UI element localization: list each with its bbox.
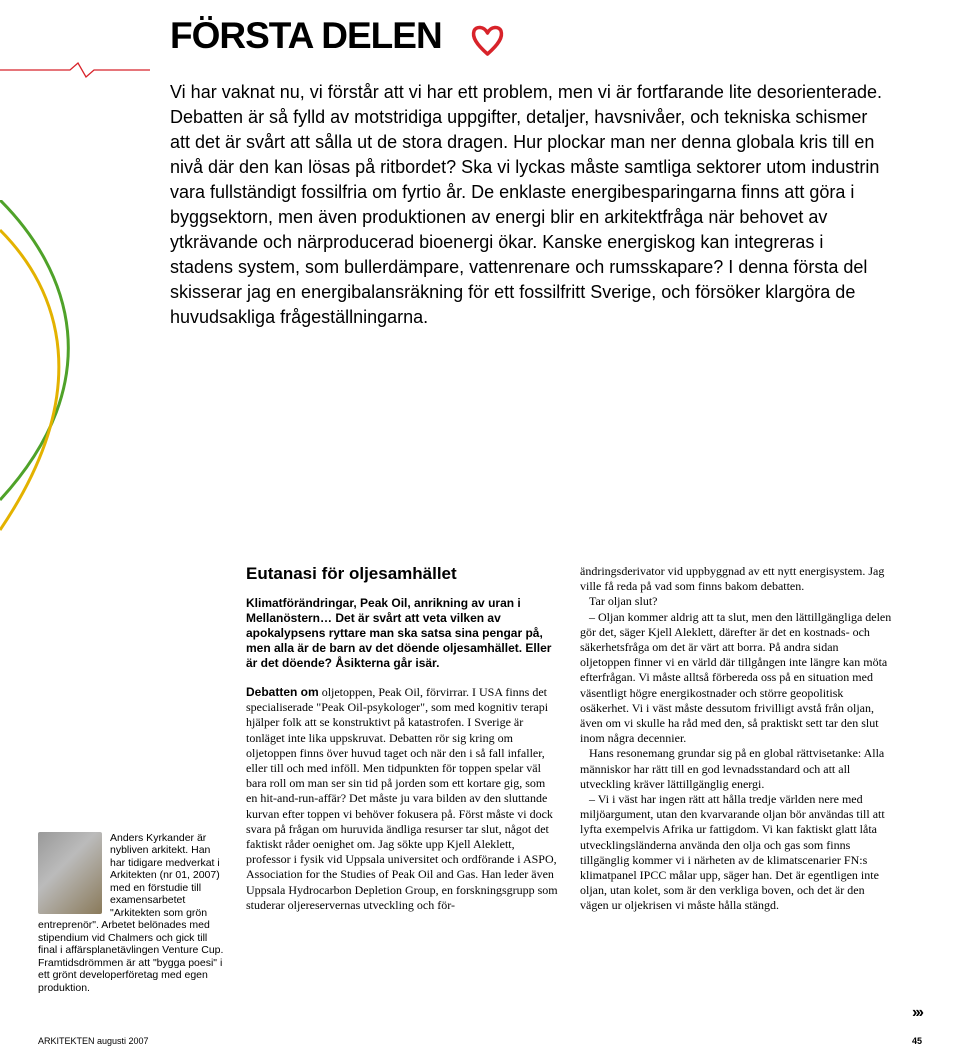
article-body-mid: Debatten om oljetoppen, Peak Oil, förvir… xyxy=(246,685,558,913)
decor-yellow-curve xyxy=(0,200,130,540)
author-bio-text: Anders Kyrkander är nybliven arkitekt. H… xyxy=(38,832,224,995)
author-column: Anders Kyrkander är nybliven arkitekt. H… xyxy=(38,564,224,994)
author-photo xyxy=(38,832,102,914)
article-subhead: Eutanasi för oljesamhället xyxy=(246,564,558,584)
author-bio-block: Anders Kyrkander är nybliven arkitekt. H… xyxy=(38,832,224,995)
article-col-1: Eutanasi för oljesamhället Klimatförändr… xyxy=(246,564,558,994)
page-footer: ARKITEKTEN augusti 2007 45 xyxy=(38,1036,922,1046)
article-body-right: ändringsderivator vid uppbyggnad av ett … xyxy=(580,564,892,914)
continue-icon: ››› xyxy=(912,1004,922,1022)
intro-paragraph: Vi har vaknat nu, vi förstår att vi har … xyxy=(170,80,890,330)
page-title: FÖRSTA DELEN xyxy=(170,15,442,57)
heart-icon xyxy=(470,25,505,57)
decor-red-line xyxy=(0,60,150,80)
article-col-2: ändringsderivator vid uppbyggnad av ett … xyxy=(580,564,892,994)
footer-page-number: 45 xyxy=(912,1036,922,1046)
article-columns: Anders Kyrkander är nybliven arkitekt. H… xyxy=(38,564,922,994)
article-body-mid-text: oljetoppen, Peak Oil, förvirrar. I USA f… xyxy=(246,685,558,912)
footer-issue: ARKITEKTEN augusti 2007 xyxy=(38,1036,149,1046)
article-lede: Klimatförändringar, Peak Oil, anrikning … xyxy=(246,596,558,671)
article-run-in: Debatten om xyxy=(246,685,319,699)
decor-green-curve xyxy=(0,200,130,540)
